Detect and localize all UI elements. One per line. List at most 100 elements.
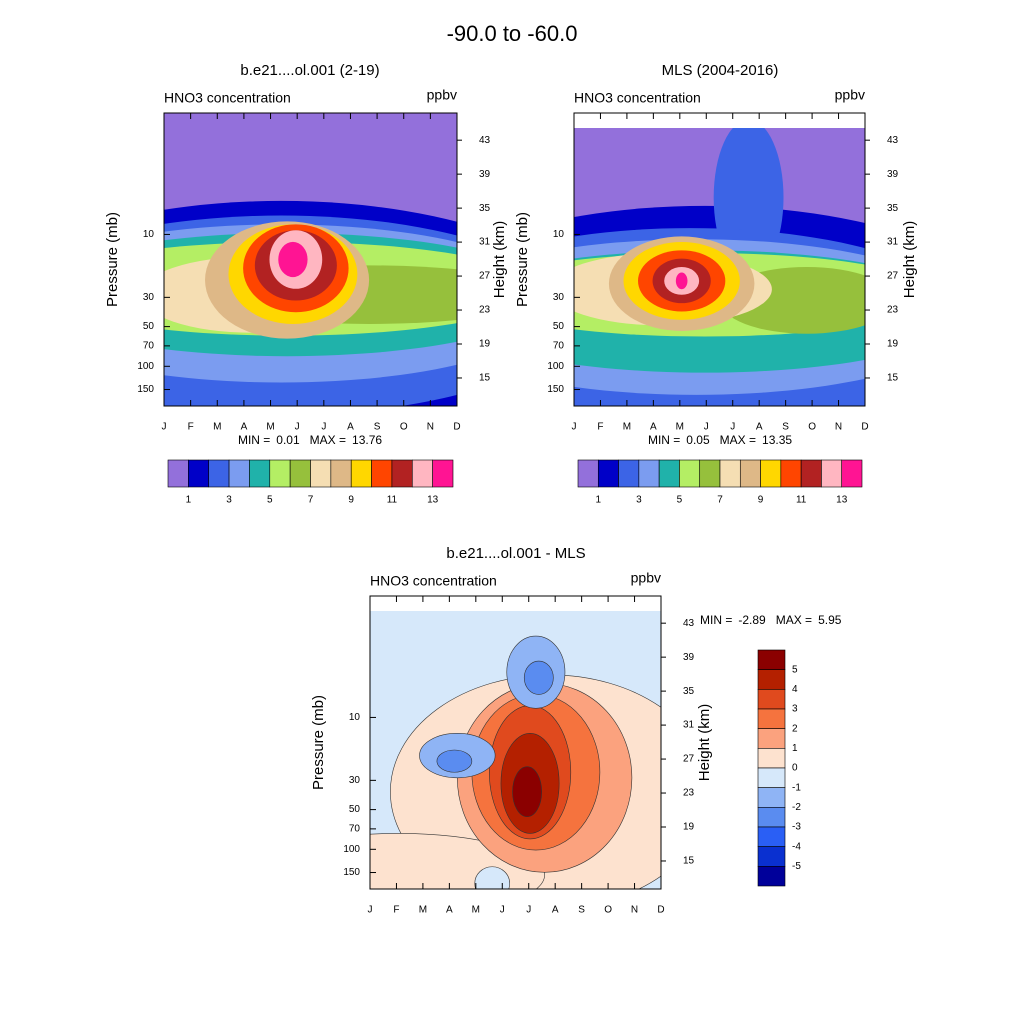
colorbar-box	[269, 459, 291, 488]
y2-tick-label: 15	[479, 373, 491, 384]
x-tick-label: M	[472, 905, 480, 916]
x-tick-label: J	[526, 905, 531, 916]
plot-frame	[369, 595, 662, 890]
x-tick-label: M	[623, 422, 631, 433]
colorbar-label: 4	[792, 684, 798, 695]
colorbar-box	[719, 459, 741, 488]
colorbar-box	[757, 787, 786, 808]
x-tick-label: J	[368, 905, 373, 916]
colorbar-box	[757, 689, 786, 710]
x-tick-label: O	[400, 422, 408, 433]
min-max: MIN = 0.05 MAX = 13.35	[648, 433, 792, 447]
x-tick-label: J	[500, 905, 505, 916]
x-tick-label: J	[704, 422, 709, 433]
colorbar-box	[757, 767, 786, 788]
colorbar-label: 13	[836, 495, 848, 506]
x-tick-label: F	[597, 422, 603, 433]
y-tick-label: 30	[349, 775, 361, 786]
colorbar-box	[432, 459, 454, 488]
colorbar-label: 13	[427, 495, 439, 506]
x-tick-label: M	[419, 905, 427, 916]
subtitle-left: HNO3 concentration	[164, 90, 291, 106]
subtitle-right: ppbv	[631, 570, 661, 586]
y2-tick-label: 31	[683, 720, 695, 731]
colorbar-label: -2	[792, 802, 801, 813]
min-max: MIN = 0.01 MAX = 13.76	[238, 433, 382, 447]
colorbar-box	[411, 459, 433, 488]
colorbar-label: 2	[792, 723, 798, 734]
colorbar-label: 5	[677, 495, 683, 506]
x-tick-label: N	[631, 905, 638, 916]
colorbar-box	[757, 807, 786, 828]
colorbar-label: -4	[792, 841, 801, 852]
stat-min: 0.01	[276, 433, 300, 447]
colorbar-label: 1	[596, 495, 602, 506]
contour-band	[436, 749, 473, 773]
colorbar-box	[757, 708, 786, 729]
y2-tick-label: 43	[683, 618, 695, 629]
stat-max-label: MAX =	[310, 433, 346, 447]
y2-tick-label: 19	[887, 339, 899, 350]
colorbar-box	[757, 669, 786, 690]
colorbar-label: -5	[792, 861, 801, 872]
colorbar-box	[757, 866, 786, 887]
stat-min-label: MIN =	[238, 433, 270, 447]
y2-tick-label: 35	[887, 203, 899, 214]
y2-tick-label: 27	[479, 271, 491, 282]
contour-band	[675, 272, 688, 290]
y2-tick-label: 19	[479, 339, 491, 350]
y2-tick-label: 39	[479, 169, 491, 180]
x-tick-label: S	[578, 905, 585, 916]
x-tick-label: M	[266, 422, 274, 433]
colorbar-box	[699, 459, 721, 488]
colorbar-box	[780, 459, 802, 488]
y2-tick-label: 39	[887, 169, 899, 180]
stat-min-label: MIN =	[700, 613, 732, 627]
x-tick-label: N	[427, 422, 434, 433]
y-tick-label: 100	[343, 844, 360, 855]
colorbar-box	[289, 459, 311, 488]
x-tick-label: A	[552, 905, 559, 916]
colorbar-box	[618, 459, 640, 488]
x-tick-label: F	[393, 905, 399, 916]
y-tick-label: 100	[137, 361, 154, 372]
subtitle-right: ppbv	[835, 87, 865, 103]
x-tick-label: J	[295, 422, 300, 433]
y-axis-label: Pressure (mb)	[104, 212, 121, 307]
x-tick-label: A	[347, 422, 354, 433]
y-tick-label: 50	[349, 804, 361, 815]
colorbar-label: -3	[792, 822, 801, 833]
colorbar-box	[800, 459, 822, 488]
x-tick-label: D	[657, 905, 664, 916]
y-tick-label: 10	[553, 229, 565, 240]
colorbar-box	[757, 649, 786, 670]
y2-axis-label: Height (km)	[696, 704, 713, 782]
x-tick-label: A	[650, 422, 657, 433]
x-tick-label: J	[162, 422, 167, 433]
contour-field	[370, 611, 661, 889]
colorbar-label: -1	[792, 782, 801, 793]
colorbar-box	[757, 728, 786, 749]
y-tick-label: 30	[143, 292, 155, 303]
subtitle-left: HNO3 concentration	[370, 573, 497, 589]
colorbar-box	[249, 459, 271, 488]
stat-max-label: MAX =	[776, 613, 812, 627]
y-tick-label: 10	[349, 712, 361, 723]
panel-title: b.e21....ol.001 (2-19)	[240, 62, 379, 79]
stat-min: 0.05	[686, 433, 710, 447]
colorbar-label: 0	[792, 763, 798, 774]
stat-min: -2.89	[738, 613, 766, 627]
y2-axis-label: Height (km)	[901, 221, 918, 299]
colorbar-box	[577, 459, 599, 488]
y-tick-label: 50	[143, 321, 155, 332]
y-tick-label: 150	[137, 384, 154, 395]
colorbar-label: 5	[267, 495, 273, 506]
y-tick-label: 50	[553, 321, 565, 332]
contour-band	[278, 241, 308, 278]
colorbar-box	[638, 459, 660, 488]
colorbar-box	[760, 459, 782, 488]
x-tick-label: O	[604, 905, 612, 916]
y2-tick-label: 23	[887, 305, 899, 316]
y2-tick-label: 15	[887, 373, 899, 384]
